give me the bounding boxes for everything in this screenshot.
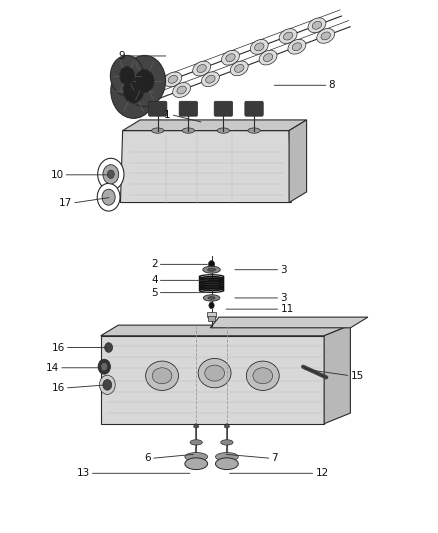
Ellipse shape	[203, 266, 220, 273]
Ellipse shape	[193, 61, 211, 76]
Ellipse shape	[185, 458, 208, 470]
Text: 16: 16	[52, 343, 65, 352]
Ellipse shape	[283, 32, 293, 40]
Text: 9: 9	[118, 51, 125, 61]
Circle shape	[97, 183, 120, 211]
Text: 13: 13	[77, 469, 90, 478]
Circle shape	[98, 359, 110, 374]
Ellipse shape	[182, 128, 194, 133]
Ellipse shape	[288, 39, 306, 54]
Circle shape	[124, 55, 166, 107]
FancyBboxPatch shape	[245, 101, 263, 116]
Ellipse shape	[173, 83, 191, 98]
Polygon shape	[101, 336, 324, 424]
Text: 10: 10	[50, 170, 64, 180]
Ellipse shape	[221, 440, 233, 445]
Ellipse shape	[246, 361, 279, 390]
Text: 7: 7	[272, 454, 278, 463]
Ellipse shape	[215, 458, 238, 470]
Circle shape	[124, 78, 144, 103]
Circle shape	[98, 158, 124, 190]
Ellipse shape	[312, 21, 321, 29]
Ellipse shape	[230, 61, 248, 76]
Polygon shape	[123, 120, 307, 131]
Ellipse shape	[317, 29, 335, 43]
FancyBboxPatch shape	[148, 101, 167, 116]
Bar	[199, 277, 224, 290]
Ellipse shape	[197, 64, 206, 72]
Text: 1: 1	[164, 110, 171, 119]
Text: 4: 4	[151, 276, 158, 285]
Text: 12: 12	[315, 469, 328, 478]
Ellipse shape	[263, 54, 273, 61]
Ellipse shape	[321, 32, 330, 40]
Ellipse shape	[254, 43, 264, 51]
Circle shape	[209, 302, 214, 309]
Circle shape	[105, 343, 113, 352]
Polygon shape	[120, 131, 291, 203]
Circle shape	[107, 170, 114, 179]
Text: 3: 3	[280, 293, 287, 303]
Bar	[208, 316, 215, 321]
Text: 6: 6	[145, 454, 151, 463]
FancyBboxPatch shape	[214, 101, 233, 116]
Ellipse shape	[279, 29, 297, 44]
Ellipse shape	[168, 75, 177, 83]
Text: 17: 17	[59, 198, 72, 208]
Circle shape	[110, 55, 144, 96]
Ellipse shape	[164, 72, 182, 87]
Ellipse shape	[215, 453, 238, 461]
Ellipse shape	[205, 365, 224, 381]
Ellipse shape	[222, 50, 240, 65]
Circle shape	[102, 189, 115, 205]
Ellipse shape	[145, 361, 179, 390]
Circle shape	[103, 165, 119, 184]
Text: 8: 8	[328, 80, 335, 90]
Circle shape	[99, 375, 115, 394]
Ellipse shape	[194, 425, 199, 428]
Text: 11: 11	[280, 304, 293, 314]
Polygon shape	[101, 325, 350, 336]
Ellipse shape	[308, 18, 326, 33]
Ellipse shape	[185, 453, 208, 461]
Ellipse shape	[248, 128, 260, 133]
Bar	[207, 312, 216, 317]
Ellipse shape	[152, 368, 172, 384]
Ellipse shape	[251, 39, 268, 54]
Ellipse shape	[190, 440, 202, 445]
Ellipse shape	[177, 86, 186, 94]
Ellipse shape	[217, 128, 230, 133]
Ellipse shape	[234, 64, 244, 72]
Ellipse shape	[292, 43, 302, 51]
Text: 16: 16	[52, 383, 65, 393]
Ellipse shape	[198, 358, 231, 388]
Text: 2: 2	[151, 260, 158, 269]
Circle shape	[135, 69, 154, 93]
Text: 14: 14	[46, 363, 59, 373]
Circle shape	[101, 362, 108, 371]
Circle shape	[111, 63, 156, 118]
Text: 3: 3	[280, 265, 287, 274]
Ellipse shape	[201, 72, 219, 86]
Polygon shape	[324, 325, 350, 424]
Ellipse shape	[152, 128, 164, 133]
Ellipse shape	[226, 54, 235, 62]
Text: 5: 5	[151, 288, 158, 297]
FancyBboxPatch shape	[179, 101, 198, 116]
Ellipse shape	[259, 50, 277, 65]
Ellipse shape	[206, 75, 215, 83]
Circle shape	[120, 67, 134, 85]
Ellipse shape	[203, 295, 220, 301]
Ellipse shape	[208, 268, 215, 271]
Circle shape	[208, 261, 215, 268]
Ellipse shape	[224, 425, 230, 428]
Text: 15: 15	[350, 371, 364, 381]
Circle shape	[103, 379, 112, 390]
Polygon shape	[289, 120, 307, 203]
Ellipse shape	[208, 296, 215, 300]
Polygon shape	[210, 317, 368, 328]
Ellipse shape	[253, 368, 272, 384]
